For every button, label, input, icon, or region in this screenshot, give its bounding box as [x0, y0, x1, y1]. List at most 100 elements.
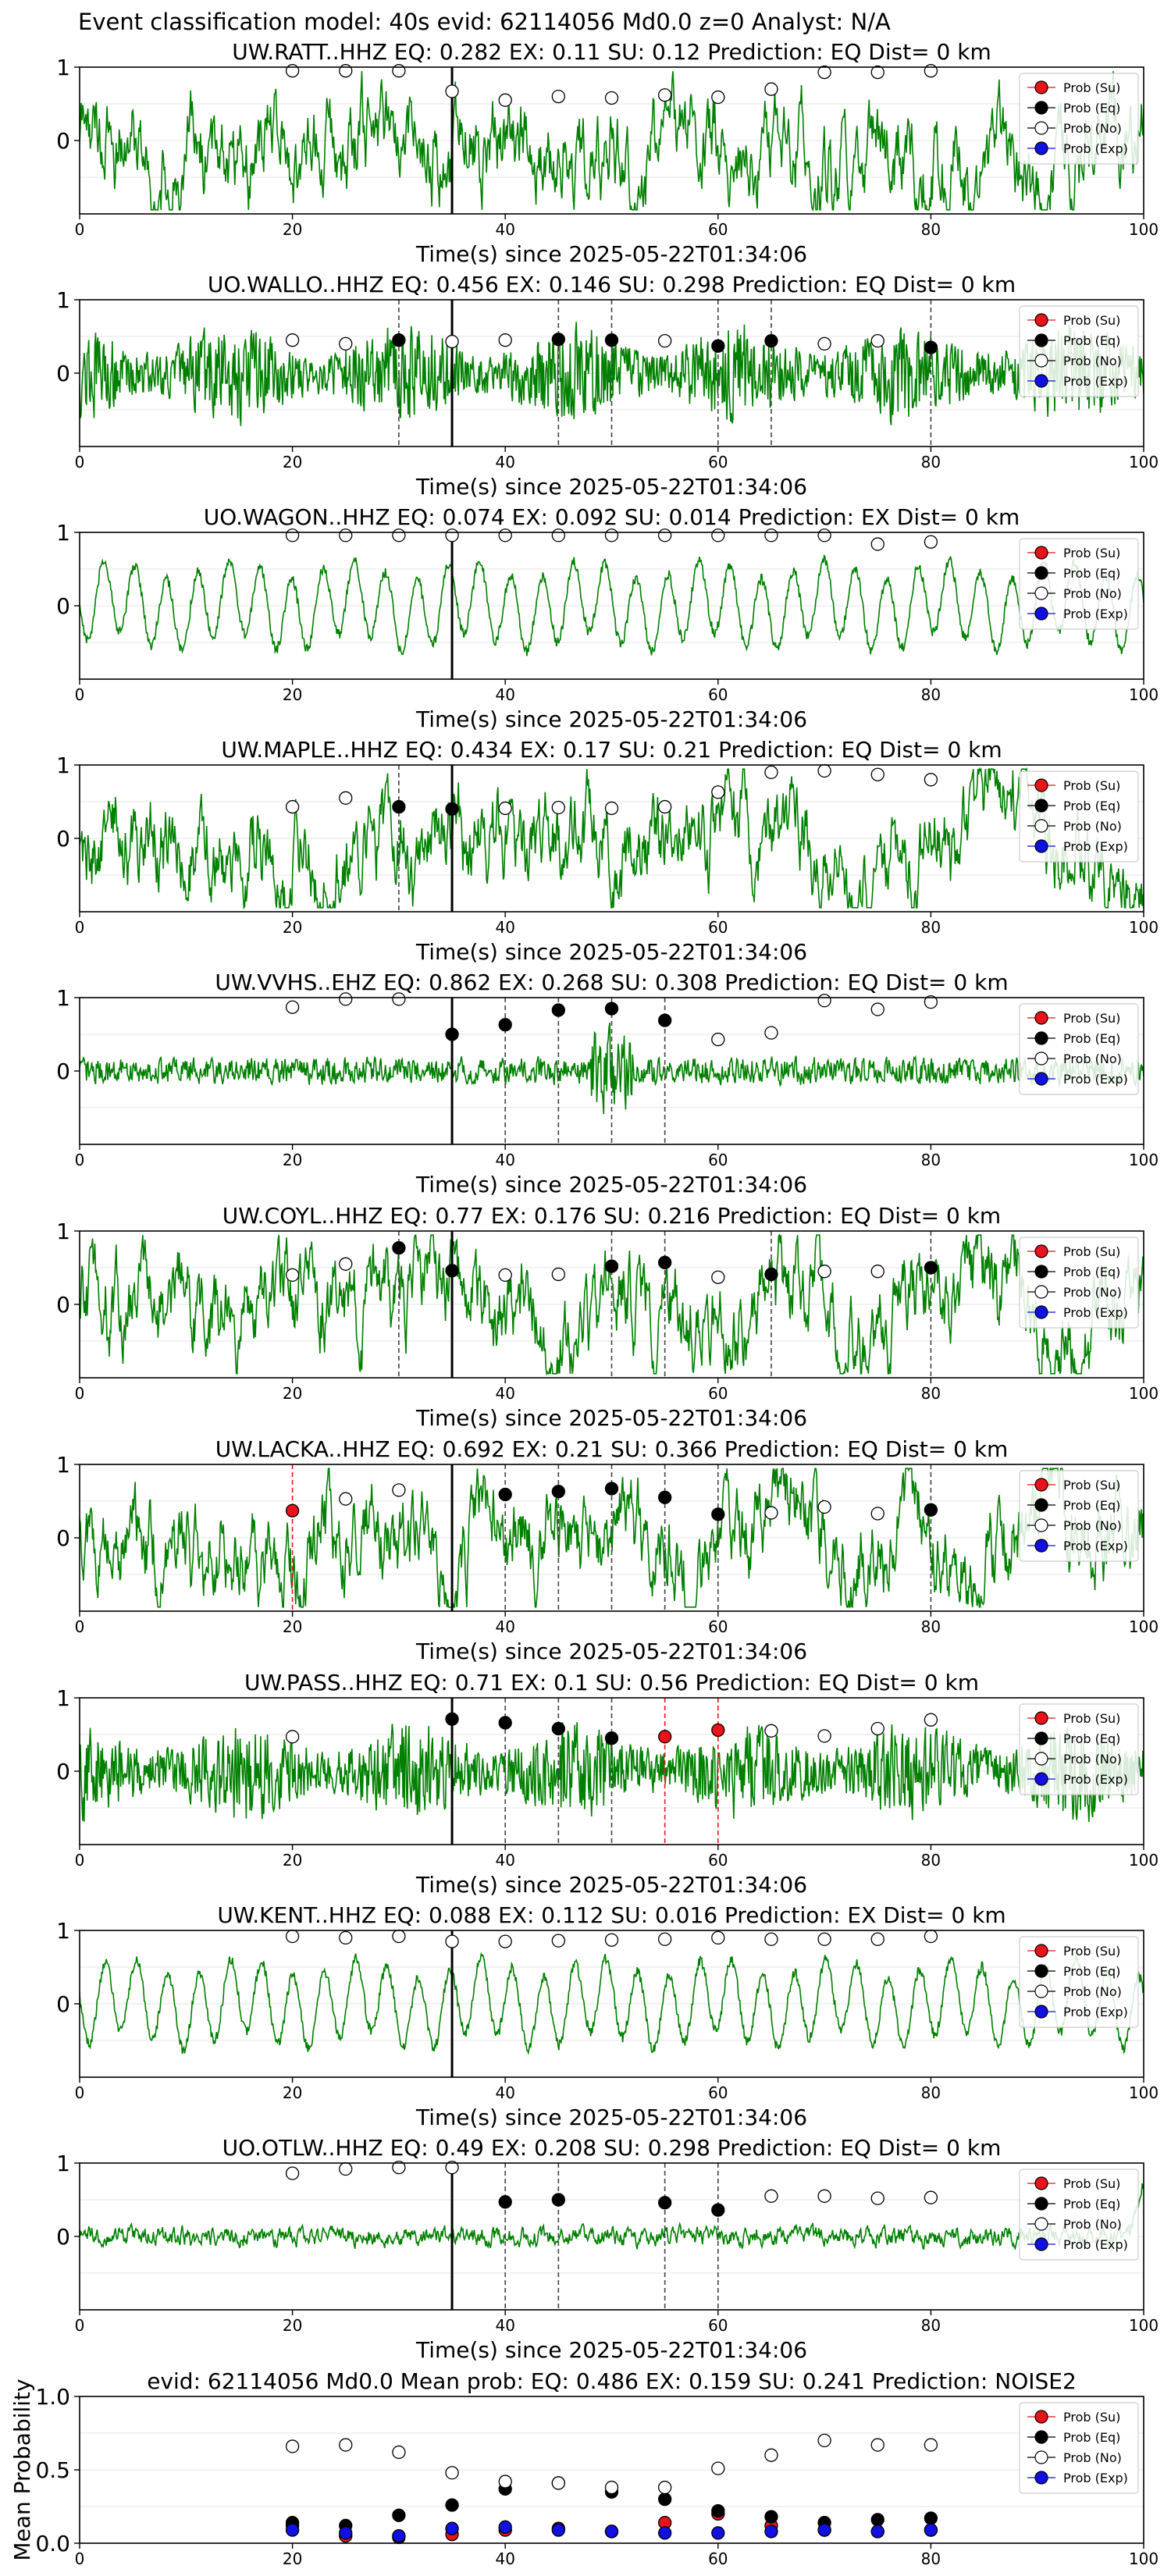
- legend-label: Prob (Su): [1063, 1711, 1120, 1726]
- prob-point-prob-eq: [551, 1485, 565, 1499]
- prob-point-prob-no: [924, 1713, 938, 1727]
- prob-point-prob-no: [498, 1934, 512, 1948]
- legend-label: Prob (Eq): [1063, 1964, 1120, 1979]
- prob-point-prob-no: [764, 1724, 778, 1738]
- legend-label: Prob (Eq): [1063, 1498, 1120, 1513]
- legend-label: Prob (Exp): [1063, 374, 1128, 389]
- prob-point-prob-no: [870, 2438, 884, 2452]
- prob-point-prob-no: [924, 773, 938, 787]
- panel-title: UW.KENT..HHZ EQ: 0.088 EX: 0.112 SU: 0.0…: [217, 1902, 1005, 1928]
- x-tick-label: 40: [495, 918, 514, 937]
- legend-label: Prob (Exp): [1063, 839, 1128, 854]
- panel-title: UO.WALLO..HHZ EQ: 0.456 EX: 0.146 SU: 0.…: [208, 272, 1016, 297]
- legend-marker-prob-su: [1034, 1244, 1048, 1258]
- x-axis-label: Time(s) since 2025-05-22T01:34:06: [415, 1172, 807, 1197]
- panel-title: UW.LACKA..HHZ EQ: 0.692 EX: 0.21 SU: 0.3…: [215, 1436, 1009, 1462]
- x-tick-label: 100: [1129, 220, 1159, 239]
- prob-point-prob-eq: [924, 1261, 938, 1275]
- prob-point-prob-no: [285, 2439, 300, 2453]
- prob-point-prob-eq: [764, 2510, 778, 2524]
- x-tick-label: 40: [495, 2316, 514, 2335]
- legend-label: Prob (Exp): [1063, 2005, 1128, 2019]
- prob-point-prob-no: [285, 333, 300, 347]
- x-tick-label: 0: [75, 1151, 85, 1169]
- legend-marker-prob-eq: [1034, 1498, 1048, 1512]
- prob-point-prob-no: [817, 2433, 831, 2448]
- prob-point-prob-no: [392, 1929, 406, 1944]
- prob-point-prob-no: [498, 801, 512, 816]
- prob-point-prob-eq: [924, 1503, 938, 1517]
- prob-point-prob-eq: [551, 2193, 565, 2207]
- panel-title: UW.RATT..HHZ EQ: 0.282 EX: 0.11 SU: 0.12…: [232, 39, 991, 65]
- prob-point-prob-eq: [658, 2492, 672, 2507]
- prob-point-prob-su: [285, 1503, 300, 1517]
- prob-point-prob-no: [551, 1934, 565, 1948]
- y-tick-label: 0: [56, 1759, 70, 1784]
- panel-7: UW.LACKA..HHZ EQ: 0.692 EX: 0.21 SU: 0.3…: [56, 1436, 1159, 1664]
- x-tick-label: 20: [283, 2316, 302, 2335]
- prob-point-prob-eq: [924, 2511, 938, 2525]
- panel-4: UW.MAPLE..HHZ EQ: 0.434 EX: 0.17 SU: 0.2…: [56, 737, 1159, 965]
- legend-label: Prob (Exp): [1063, 2237, 1128, 2252]
- prob-point-prob-no: [817, 528, 831, 543]
- panel-10: UO.OTLW..HHZ EQ: 0.49 EX: 0.208 SU: 0.29…: [56, 2135, 1159, 2363]
- figure-title: Event classification model: 40s evid: 62…: [78, 9, 891, 35]
- prob-point-prob-no: [870, 1507, 884, 1521]
- x-tick-label: 60: [708, 2316, 728, 2335]
- prob-point-prob-no: [817, 1932, 831, 1946]
- panel-6: UW.COYL..HHZ EQ: 0.77 EX: 0.176 SU: 0.21…: [56, 1203, 1159, 1431]
- y-tick-label: 0.0: [35, 2531, 70, 2556]
- prob-point-prob-eq: [658, 2196, 672, 2210]
- x-tick-label: 100: [1129, 2549, 1159, 2568]
- legend-box: [1019, 1236, 1139, 1329]
- x-tick-label: 60: [708, 2083, 728, 2102]
- y-tick-label: 0: [56, 361, 70, 386]
- legend-marker-prob-no: [1034, 2450, 1048, 2464]
- x-tick-label: 60: [708, 1851, 728, 1870]
- legend-marker-prob-exp: [1034, 607, 1048, 621]
- prob-point-prob-no: [604, 91, 619, 105]
- legend-box: [1019, 1703, 1139, 1795]
- prob-point-prob-eq: [658, 1490, 672, 1504]
- legend-label: Prob (No): [1063, 1051, 1122, 1066]
- prob-point-prob-no: [339, 64, 353, 78]
- prob-point-prob-no: [764, 1932, 778, 1946]
- legend-label: Prob (Su): [1063, 2176, 1120, 2191]
- prob-point-prob-no: [498, 2475, 512, 2489]
- prob-point-prob-eq: [498, 1716, 512, 1730]
- x-tick-label: 20: [283, 918, 302, 937]
- x-axis-label: Time(s) since 2025-05-22T01:34:06: [415, 1405, 807, 1431]
- legend-label: Prob (Eq): [1063, 101, 1120, 116]
- y-tick-label: 1: [56, 520, 70, 546]
- legend-marker-prob-eq: [1034, 566, 1048, 580]
- x-tick-label: 100: [1129, 918, 1159, 937]
- prob-point-prob-eq: [392, 2508, 406, 2522]
- legend-label: Prob (Exp): [1063, 1772, 1128, 1787]
- x-tick-label: 20: [283, 453, 302, 471]
- prob-point-prob-eq: [604, 1259, 619, 1273]
- panel-title: UW.MAPLE..HHZ EQ: 0.434 EX: 0.17 SU: 0.2…: [221, 737, 1002, 763]
- x-tick-label: 100: [1129, 1851, 1159, 1870]
- legend-marker-prob-exp: [1034, 1305, 1048, 1319]
- legend-marker-prob-no: [1034, 354, 1048, 368]
- x-tick-label: 80: [921, 1384, 941, 1403]
- prob-point-prob-exp: [711, 2526, 725, 2540]
- prob-point-prob-su: [711, 1723, 725, 1738]
- y-tick-label: 0: [56, 1292, 70, 1318]
- x-tick-label: 20: [283, 220, 302, 239]
- x-tick-label: 0: [75, 685, 85, 704]
- legend: Prob (Su) Prob (Eq) Prob (No) Prob (Exp): [1019, 1936, 1139, 2028]
- x-tick-label: 80: [921, 1151, 941, 1169]
- x-tick-label: 80: [921, 453, 941, 471]
- prob-point-prob-no: [392, 2445, 406, 2460]
- legend-marker-prob-no: [1034, 1285, 1048, 1299]
- x-tick-label: 20: [283, 1384, 302, 1403]
- x-tick-label: 40: [495, 2549, 514, 2568]
- prob-point-prob-no: [764, 2189, 778, 2203]
- legend-marker-prob-su: [1034, 778, 1048, 792]
- legend-label: Prob (Exp): [1063, 2471, 1128, 2485]
- x-tick-label: 20: [283, 1151, 302, 1169]
- prob-point-prob-eq: [658, 1255, 672, 1270]
- prob-point-prob-no: [924, 2438, 938, 2452]
